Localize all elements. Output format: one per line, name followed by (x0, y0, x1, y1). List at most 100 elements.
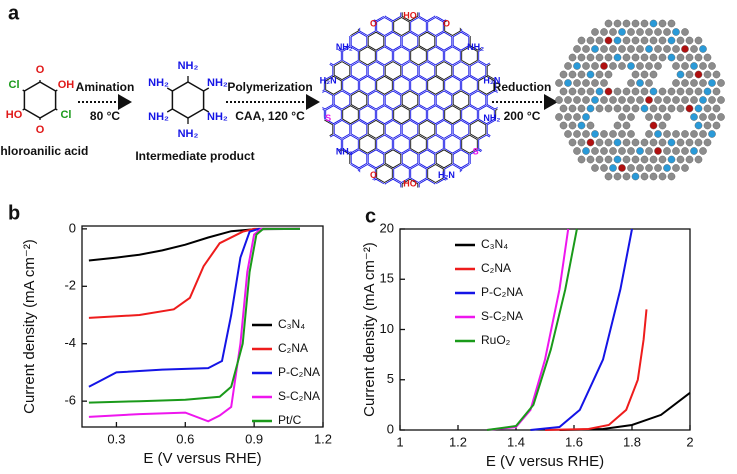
atom (690, 147, 698, 155)
atom (654, 147, 662, 155)
hex-ring (435, 178, 453, 188)
hex-ring (322, 105, 325, 125)
series-line (88, 227, 300, 319)
hex-ring (401, 90, 419, 110)
atom (663, 45, 671, 53)
hex-ring (435, 61, 453, 81)
hex-ring (384, 61, 402, 81)
atom (694, 138, 703, 147)
step-label: Polymerization (227, 80, 312, 94)
atom (613, 19, 622, 28)
atom (627, 147, 635, 155)
x-tick-label: 1 (396, 434, 403, 449)
atom (645, 130, 653, 138)
atom (631, 36, 640, 45)
atom (645, 45, 653, 53)
atom-label: NH₂ (207, 77, 228, 89)
panel-label: c (365, 205, 376, 227)
atom (667, 172, 676, 181)
atom (613, 36, 622, 45)
atom (604, 172, 613, 181)
hex-ring (495, 163, 498, 184)
atom (640, 172, 649, 181)
series-line (544, 309, 648, 431)
hex-ring (325, 105, 342, 125)
atom (636, 62, 644, 70)
atom (681, 45, 689, 53)
atom (717, 113, 725, 121)
series-line (88, 227, 300, 423)
hex-ring (478, 134, 495, 154)
atom (690, 130, 698, 138)
hex-ring (322, 90, 334, 110)
hex-ring (376, 46, 393, 66)
atom (654, 130, 662, 138)
hex-ring (461, 16, 478, 37)
y-tick-label: 10 (380, 321, 394, 336)
atom (672, 62, 680, 70)
atom-label: H₂N (483, 76, 500, 86)
atom (604, 70, 613, 79)
atom (708, 96, 716, 104)
atom (618, 113, 626, 121)
atom (658, 87, 667, 96)
hex-ring (300, 62, 316, 80)
hex-ring (478, 16, 495, 37)
hex-ring (461, 163, 478, 184)
atom (654, 28, 662, 36)
atom (685, 53, 694, 62)
atom (640, 87, 649, 96)
x-tick-label: 1.4 (507, 434, 525, 449)
atom (622, 87, 631, 96)
atom (613, 121, 622, 130)
hex-ring (513, 18, 529, 36)
hex-ring (427, 75, 444, 95)
atom (708, 130, 716, 138)
atom-label: H₂N (438, 170, 455, 180)
hex-ring (367, 90, 385, 110)
step-condition: 200 °C (504, 109, 541, 123)
atom (600, 28, 608, 36)
atom (667, 87, 676, 96)
bond (22, 89, 25, 92)
atom (609, 164, 617, 172)
legend-label: P-C₂NA (278, 365, 320, 379)
atom (627, 45, 635, 53)
atom (591, 28, 599, 36)
atom (631, 70, 640, 79)
atom (631, 19, 640, 28)
atom (582, 130, 590, 138)
atom (618, 45, 626, 53)
atom (600, 62, 608, 70)
hex-ring (469, 61, 487, 81)
atom (667, 138, 676, 147)
atom (559, 70, 568, 79)
atom (712, 87, 721, 96)
atom (559, 87, 568, 96)
hex-ring (367, 149, 385, 169)
atom (672, 28, 680, 36)
atom (577, 104, 586, 113)
atom (667, 19, 676, 28)
atom-label: Cl (9, 79, 20, 91)
hex-ring (504, 62, 520, 80)
atom (568, 104, 577, 113)
atom (712, 104, 721, 113)
atom (618, 28, 626, 36)
hex-ring (393, 46, 410, 66)
atom (667, 53, 676, 62)
hex-ring (333, 61, 351, 81)
hex-ring (384, 90, 402, 110)
hex-ring (427, 46, 444, 66)
atom (564, 79, 572, 87)
atom (631, 172, 640, 181)
atom (640, 155, 649, 164)
atom (595, 104, 604, 113)
atom (681, 130, 689, 138)
hex-ring (359, 105, 376, 125)
atom (613, 53, 622, 62)
series-line (486, 228, 578, 431)
atom (573, 113, 581, 121)
series-line (530, 228, 633, 431)
hex-ring (401, 12, 419, 22)
